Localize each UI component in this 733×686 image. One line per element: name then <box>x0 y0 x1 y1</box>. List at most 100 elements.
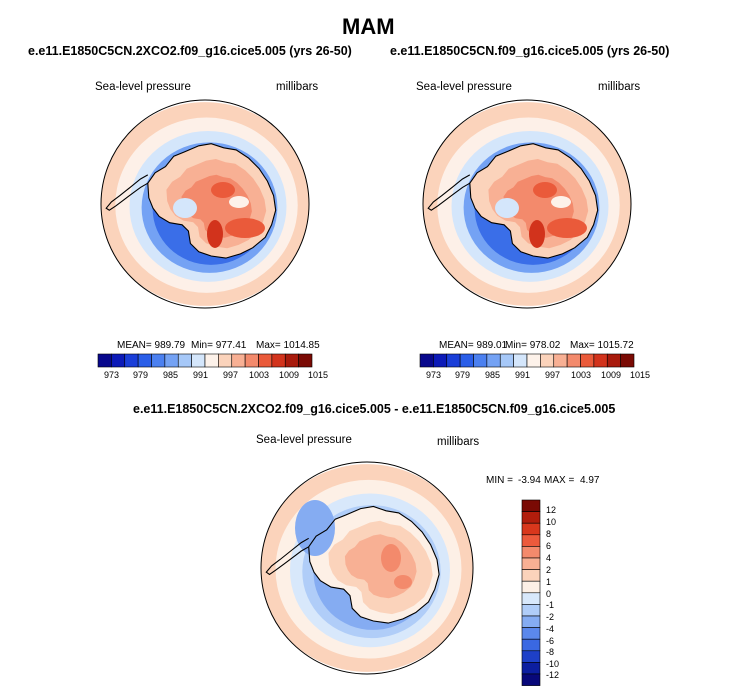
colorbar-2-tick: 997 <box>545 370 561 380</box>
colorbar-2-tick: 991 <box>515 370 531 380</box>
colorbar-swatch <box>580 353 595 368</box>
panel-3-variable: Sea-level pressure <box>256 434 352 446</box>
panel-3-title: e.e11.E1850C5CN.2XCO2.f09_g16.cice5.005 … <box>133 402 616 416</box>
colorbar-swatch <box>271 353 286 368</box>
panel-3-units: millibars <box>437 436 480 448</box>
panel-1-title: e.e11.E1850C5CN.2XCO2.f09_g16.cice5.005 … <box>28 44 352 58</box>
colorbar-swatch <box>540 353 555 368</box>
colorbar-3-tick: 0 <box>546 589 552 599</box>
colorbar-3-tick: -6 <box>546 636 555 646</box>
panel-2-mean: MEAN= 989.01 <box>439 340 508 351</box>
colorbar-swatch <box>521 522 541 536</box>
colorbar-swatch <box>218 353 233 368</box>
colorbar-swatch <box>593 353 608 368</box>
colorbar-swatch <box>606 353 621 368</box>
colorbar-1-tick: 985 <box>163 370 179 380</box>
panel-2-min: Min= 978.02 <box>505 340 561 351</box>
colorbar-swatch <box>151 353 166 368</box>
colorbar-swatch <box>521 580 541 594</box>
peninsula-coastline <box>427 174 471 211</box>
colorbar-2-tick: 985 <box>485 370 501 380</box>
panel-2-variable: Sea-level pressure <box>416 81 512 93</box>
colorbar-2 <box>419 353 635 368</box>
colorbar-swatch <box>521 569 541 582</box>
colorbar-2-tick: 1009 <box>601 370 622 380</box>
colorbar-swatch <box>620 353 635 368</box>
colorbar-swatch <box>111 353 126 368</box>
colorbar-1-tick: 1003 <box>249 370 270 380</box>
colorbar-swatch <box>419 353 434 368</box>
colorbar-3-tick: 2 <box>546 565 552 575</box>
colorbar-3-tick: 6 <box>546 541 552 551</box>
colorbar-1-tick: 997 <box>223 370 239 380</box>
pressure-change-max <box>394 575 412 589</box>
colorbar-swatch <box>231 353 246 368</box>
colorbar-swatch <box>521 534 541 547</box>
coastline <box>308 505 440 624</box>
colorbar-3-tick: 1 <box>546 577 552 587</box>
colorbar-3-tick: -12 <box>546 670 560 680</box>
map-1 <box>100 99 310 309</box>
coastline <box>147 143 277 259</box>
panel-3-min: -3.94 <box>518 475 541 486</box>
colorbar-swatch <box>521 627 541 640</box>
colorbar-2-tick: 1003 <box>571 370 592 380</box>
peninsula-coastline <box>105 174 149 211</box>
colorbar-1-tick: 973 <box>104 370 120 380</box>
panel-3-min-label: MIN = <box>486 475 513 486</box>
colorbar-1-tick: 1009 <box>279 370 300 380</box>
colorbar-swatch <box>244 353 259 368</box>
peninsula-coastline <box>265 537 309 576</box>
pressure-low-patch <box>173 198 197 218</box>
colorbar-3-tick: 8 <box>546 529 552 539</box>
panel-1-min: Min= 977.41 <box>191 340 247 351</box>
colorbar-swatch <box>459 353 474 368</box>
map-field <box>101 102 309 306</box>
colorbar-3-tick: 4 <box>546 553 552 563</box>
colorbar-swatch <box>521 638 541 652</box>
colorbar-3-tick: 10 <box>546 517 557 527</box>
pressure-low-patch <box>551 196 571 208</box>
map-field <box>423 102 631 306</box>
colorbar-swatch <box>553 353 568 368</box>
pressure-low-patch <box>495 198 519 218</box>
colorbar-swatch <box>513 353 528 368</box>
colorbar-swatch <box>499 353 514 368</box>
colorbar-swatch <box>521 615 541 628</box>
colorbar-swatch <box>521 511 541 524</box>
colorbar-swatch <box>521 650 541 663</box>
colorbar-swatch <box>486 353 501 368</box>
pressure-low-patch <box>229 196 249 208</box>
colorbar-3-tick: -4 <box>546 624 555 634</box>
colorbar-1-tick: 979 <box>133 370 149 380</box>
pressure-max-field <box>533 182 557 198</box>
colorbar-swatch <box>521 499 541 512</box>
panel-1-variable: Sea-level pressure <box>95 81 191 93</box>
colorbar-swatch <box>164 353 179 368</box>
colorbar-swatch <box>258 353 273 368</box>
pressure-max-field <box>211 182 235 198</box>
pressure-change-max <box>381 544 401 572</box>
colorbar-swatch <box>284 353 299 368</box>
colorbar-2-tick: 973 <box>426 370 442 380</box>
colorbar-swatch <box>124 353 139 368</box>
colorbar-swatch <box>526 353 541 368</box>
pressure-max-field <box>225 218 265 238</box>
colorbar-swatch <box>446 353 461 368</box>
colorbar-swatch <box>137 353 152 368</box>
colorbar-1 <box>97 353 313 368</box>
colorbar-swatch <box>521 662 541 675</box>
map-2 <box>422 99 632 309</box>
colorbar-1-tick: 1015 <box>308 370 329 380</box>
panel-2-title: e.e11.E1850C5CN.f09_g16.cice5.005 (yrs 2… <box>390 44 670 58</box>
map-field <box>261 464 473 672</box>
colorbar-3-tick: 12 <box>546 505 557 515</box>
colorbar-swatch <box>521 546 541 559</box>
colorbar-swatch <box>521 592 541 605</box>
coastline <box>469 143 599 259</box>
colorbar-swatch <box>97 353 112 368</box>
panel-1-max: Max= 1014.85 <box>256 340 320 351</box>
panel-2-units: millibars <box>598 81 641 93</box>
figure-title: MAM <box>342 14 395 39</box>
panel-3-max: 4.97 <box>580 475 600 486</box>
